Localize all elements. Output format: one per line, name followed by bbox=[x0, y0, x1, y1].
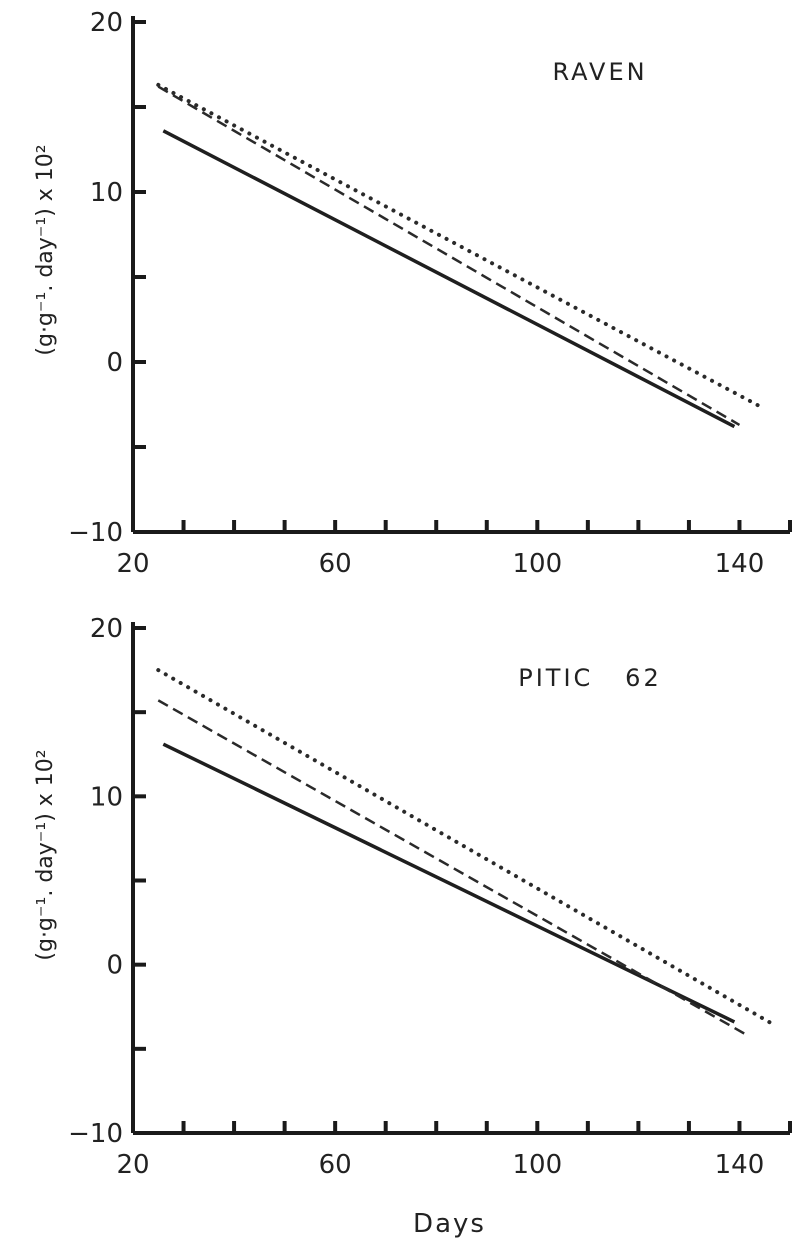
series-line-dashed bbox=[157, 699, 746, 1035]
panel-label: PITIC 62 bbox=[518, 664, 661, 692]
x-axis-title: Days bbox=[413, 1209, 486, 1239]
series-line-dashed bbox=[157, 85, 741, 426]
chart-panel-pitic-62: −10 0 10 20 20 60 100 140 PITIC 62 (g·g⁻¹. day⁻¹)… bbox=[33, 614, 792, 1239]
series-line-dotted bbox=[156, 82, 762, 409]
y-tick-label: 20 bbox=[90, 614, 123, 644]
chart-panel-raven: −10 0 10 20 20 60 100 140 RAVEN (g·g⁻¹. day⁻¹) x … bbox=[33, 8, 792, 579]
y-tick-label: −10 bbox=[68, 1119, 123, 1149]
panel-label: RAVEN bbox=[552, 58, 647, 86]
y-tick-label: 20 bbox=[90, 8, 123, 38]
x-tick-label: 60 bbox=[319, 1150, 352, 1180]
x-tick-label: 140 bbox=[715, 1150, 765, 1180]
y-axis-title: (g·g⁻¹. day⁻¹) x 10² bbox=[33, 749, 58, 960]
x-tick-label: 100 bbox=[512, 549, 562, 579]
series-line-dotted bbox=[156, 668, 777, 1028]
x-tick-label: 60 bbox=[319, 549, 352, 579]
y-tick-label: 10 bbox=[90, 782, 123, 812]
x-tick-label: 140 bbox=[715, 549, 765, 579]
x-tick-label: 20 bbox=[116, 1150, 149, 1180]
y-tick-label: 0 bbox=[106, 951, 123, 981]
x-tick-label: 20 bbox=[116, 549, 149, 579]
y-tick-label: 0 bbox=[106, 348, 123, 378]
y-tick-label: 10 bbox=[90, 178, 123, 208]
y-axis-title: (g·g⁻¹. day⁻¹) x 10² bbox=[33, 144, 58, 355]
series-line-solid bbox=[162, 742, 736, 1024]
x-tick-label: 100 bbox=[512, 1150, 562, 1180]
series-line-solid bbox=[162, 129, 736, 429]
y-tick-label: −10 bbox=[68, 518, 123, 548]
